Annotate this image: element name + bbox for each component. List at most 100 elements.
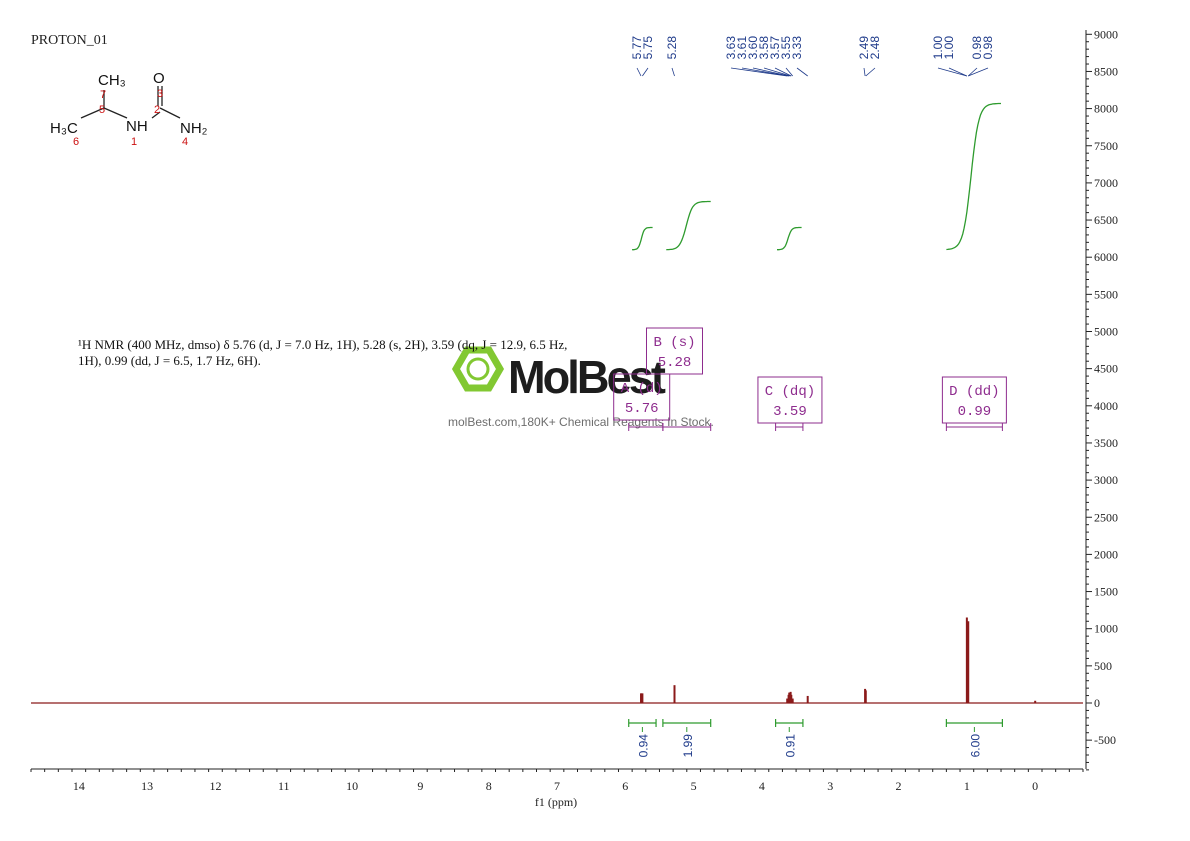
multiplet-shift: 0.99 [958,404,992,420]
nmr-summary-line: 1H), 0.99 (dd, J = 6.5, 1.7 Hz, 6H). [78,353,261,368]
peak-leader-line [863,67,866,77]
integration-curve [666,200,711,251]
peak-label: 3.33 [790,36,804,60]
y-tick-label: 6000 [1094,250,1118,264]
peak-leader-line [948,67,968,77]
peak-leader-line [937,67,968,77]
peak-label: 3.57 [768,36,782,60]
x-tick-label: 10 [346,779,358,793]
integral-value: 6.00 [968,734,982,758]
peak-label: 5.77 [630,36,644,60]
integral-value: 0.94 [636,734,650,758]
multiplet-box [645,327,703,375]
peak-leader-line [763,67,791,77]
peak-leader-line [636,67,642,77]
peak-label: 5.28 [665,36,679,60]
peak-label: 2.48 [868,36,882,60]
multiplet-box [757,376,823,424]
y-tick-label: 3000 [1094,473,1118,487]
y-tick-label: 3500 [1094,436,1118,450]
atom-label: CH₃ [98,72,126,89]
x-tick-label: 6 [622,779,628,793]
integration-curves [632,102,1001,251]
y-tick-label: 1500 [1094,585,1118,599]
peak-label: 3.58 [757,36,771,60]
atom-number: 2 [154,104,160,116]
atom-label: H₃C [50,120,78,137]
y-axis-ticks: 9000 8500 8000 7500 7000 6500 6000 5500 5000 4500… [1086,27,1118,771]
x-tick-label: 12 [209,779,221,793]
atom-number: 5 [99,104,105,116]
y-tick-label: 5500 [1094,287,1118,301]
integration-curve [946,102,1001,251]
peak-leader-line [752,67,790,77]
benzene-logo-icon [451,346,505,392]
multiplet-shift: 5.76 [625,401,659,417]
peak-leader-line [796,67,808,77]
spectrum-trace [31,617,1083,704]
multiplet-letter: A (d) [621,381,663,397]
y-tick-label: 4500 [1094,362,1118,376]
peak-label: 3.55 [779,36,793,60]
multiplet-letter: D (dd) [949,384,999,400]
peak-label: 0.98 [981,36,995,60]
y-tick-label: 1000 [1094,622,1118,636]
x-tick-label: 8 [486,779,492,793]
y-tick-label: 500 [1094,659,1112,673]
atom-number: 7 [100,89,106,101]
peak-label: 3.60 [746,36,760,60]
x-tick-label: 5 [691,779,697,793]
y-tick-label: 8000 [1094,102,1118,116]
y-tick-label: 7500 [1094,139,1118,153]
peak-labels: 5.775.75 5.28 3.633.613.603.583.573.553.33… [630,36,995,77]
atom-label: NH₂ [180,120,208,137]
y-tick-label: 2000 [1094,547,1118,561]
nmr-summary-line: ¹H NMR (400 MHz, dmso) δ 5.76 (d, J = 7.… [78,337,568,352]
peak-label: 1.00 [931,36,945,60]
x-tick-label: 1 [964,779,970,793]
x-tick-label: 2 [896,779,902,793]
atom-number: 4 [182,136,188,148]
x-tick-label: 11 [278,779,290,793]
atom-number: 6 [73,136,79,148]
molbest-watermark: MolBest molBest.com,180K+ Chemical Reage… [448,346,714,429]
watermark-tagline: molBest.com,180K+ Chemical Reagents In S… [448,415,714,429]
x-axis-title: f1 (ppm) [535,795,577,809]
watermark-brand: MolBest [508,351,666,403]
integral-bars: 0.94 1.99 0.91 6.00 [628,719,1003,758]
peak-leader-line [671,67,675,77]
peak-leader-line [774,67,792,77]
multiplet-shift: 5.28 [658,355,692,371]
peak-label: 1.00 [942,36,956,60]
y-tick-label: 9000 [1094,27,1118,41]
peak-leader-line [865,67,876,77]
spectrum-id: PROTON_01 [31,33,108,48]
y-tick-label: 4000 [1094,399,1118,413]
x-tick-label: 4 [759,779,765,793]
multiplet-shift: 3.59 [773,404,807,420]
atom-label: NH [126,118,148,135]
y-tick-label: 7000 [1094,176,1118,190]
x-tick-label: 0 [1032,779,1038,793]
y-tick-label: 6500 [1094,213,1118,227]
peak-leader-line [741,67,789,77]
peak-label: 3.63 [724,36,738,60]
y-tick-label: 8500 [1094,64,1118,78]
integration-curve [632,226,653,251]
x-axis-ticks: 14 13 12 11 10 9 8 7 6 5 4 3 2 1 0 [30,769,1084,793]
peak-leader-line [968,67,989,77]
y-tick-label: -500 [1094,733,1116,747]
peak-label: 3.61 [735,36,749,60]
multiplet-letter: B (s) [653,335,695,351]
x-tick-label: 14 [73,779,85,793]
peak-leader-line [642,67,649,77]
multiplet-box [613,373,671,421]
molecule-structure: CH₃ 7 O 3 5 2 H₃C 6 NH 1 NH₂ 4 [50,70,208,148]
y-tick-label: 5000 [1094,325,1118,339]
x-tick-label: 3 [827,779,833,793]
peak-leader-line [785,67,794,77]
integral-value: 0.91 [783,734,797,758]
multiplet-box [941,376,1007,424]
peak-label: 5.75 [641,36,655,60]
